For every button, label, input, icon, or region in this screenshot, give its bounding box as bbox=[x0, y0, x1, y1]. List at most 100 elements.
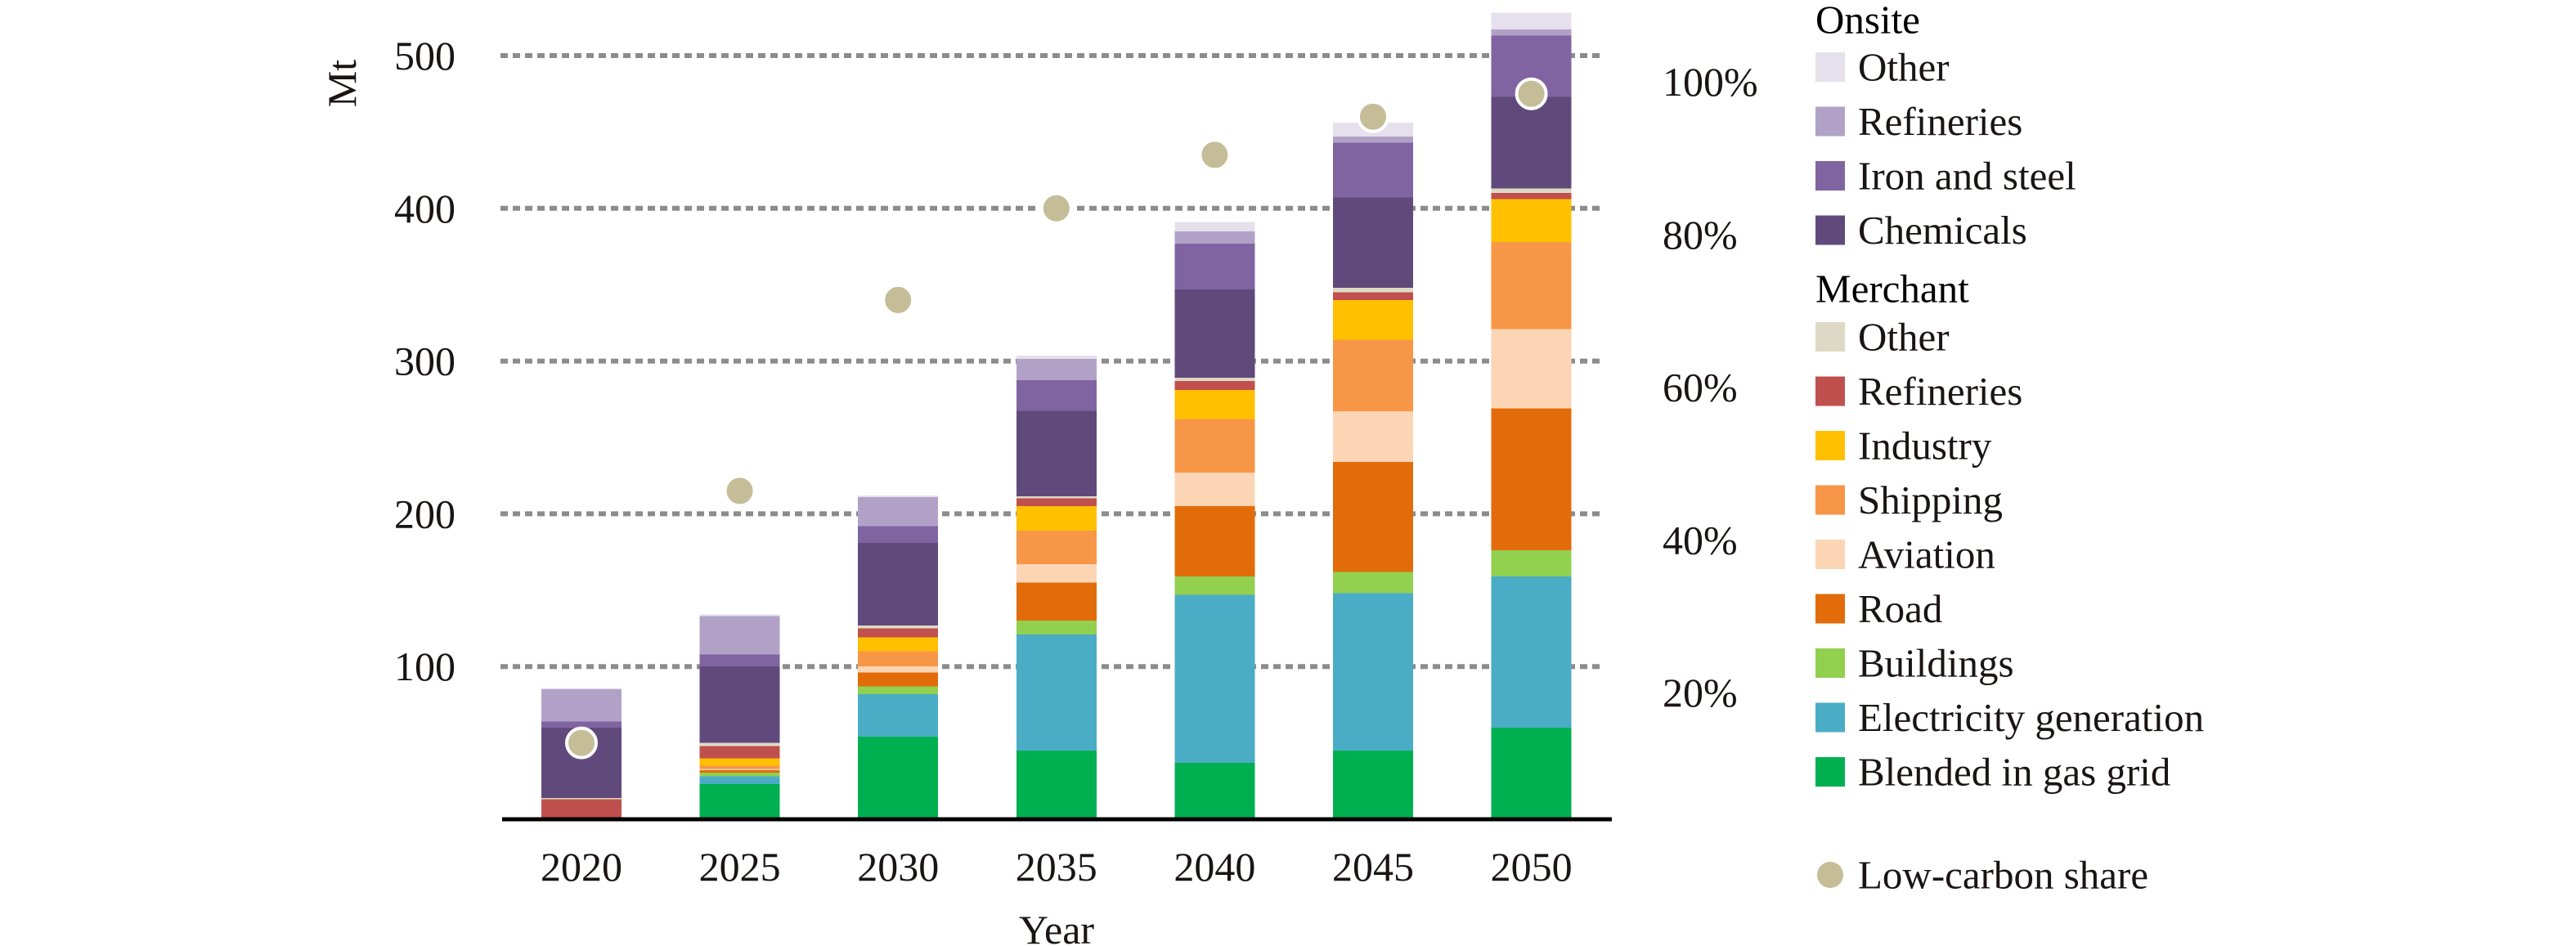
y-tick-label: 400 bbox=[394, 186, 456, 231]
legend-label: Refineries bbox=[1858, 369, 2022, 414]
legend-label: Other bbox=[1858, 45, 1950, 90]
bar-segment-merchant_refineries bbox=[1491, 193, 1572, 200]
legend-swatch bbox=[1815, 594, 1845, 624]
legend-label: Electricity generation bbox=[1858, 695, 2204, 740]
bar-segment-buildings bbox=[1491, 550, 1572, 576]
bar-2040 bbox=[1174, 222, 1255, 819]
x-tick-label: 2025 bbox=[699, 844, 781, 890]
legend-item: Chemicals bbox=[1815, 208, 2027, 253]
bar-segment-shipping bbox=[1174, 419, 1255, 473]
bar-segment-shipping bbox=[1016, 530, 1097, 565]
bar-segment-merchant_refineries bbox=[699, 746, 780, 759]
legend-item: Buildings bbox=[1815, 641, 2014, 686]
low-carbon-share-point bbox=[1515, 77, 1548, 110]
bar-segment-merchant_refineries bbox=[541, 799, 622, 819]
legend-label: Iron and steel bbox=[1858, 154, 2076, 199]
legend-swatch bbox=[1815, 540, 1845, 569]
low-carbon-share-point bbox=[565, 726, 598, 760]
bar-segment-road bbox=[1016, 582, 1097, 621]
legend-item: Other bbox=[1815, 315, 1950, 360]
legend-swatch bbox=[1815, 648, 1845, 678]
legend-label: Other bbox=[1858, 315, 1950, 360]
legend: Onsite Other Refineries Iron and steel Chem… bbox=[1815, 0, 2204, 898]
legend-swatch bbox=[1815, 702, 1845, 733]
legend-swatch bbox=[1815, 757, 1845, 787]
bar-segment-merchant_other bbox=[858, 625, 939, 629]
x-tick-label: 2045 bbox=[1332, 844, 1414, 890]
low-carbon-share-icon bbox=[1817, 862, 1843, 888]
bar-segment-industry bbox=[858, 637, 939, 652]
bar-segment-aviation bbox=[1016, 564, 1097, 583]
bar-segment-merchant_refineries bbox=[858, 628, 939, 638]
bar-segment-onsite_refineries bbox=[699, 616, 780, 655]
bar-segment-onsite_refineries bbox=[1016, 358, 1097, 380]
y-axis-ticks: 100 200 300 400 500 bbox=[394, 33, 456, 689]
bar-segment-buildings bbox=[1016, 621, 1097, 634]
bar-segment-electricity_generation bbox=[858, 693, 939, 738]
low-carbon-share-point bbox=[882, 283, 915, 316]
bar-segment-shipping bbox=[699, 765, 780, 769]
bar-segment-onsite_refineries bbox=[541, 689, 622, 722]
y2-tick-label: 60% bbox=[1663, 365, 1738, 410]
low-carbon-share-point bbox=[1357, 100, 1389, 133]
bar-segment-onsite_other bbox=[541, 688, 622, 690]
bar-segment-aviation bbox=[699, 769, 780, 771]
bar-segment-blended_gas_grid bbox=[1016, 750, 1097, 819]
y-tick-label: 300 bbox=[394, 338, 456, 384]
legend-label: Blended in gas grid bbox=[1858, 750, 2170, 795]
bar-segment-blended_gas_grid bbox=[1491, 727, 1572, 819]
bar-2025 bbox=[699, 614, 780, 819]
legend-swatch bbox=[1815, 161, 1845, 191]
legend-item: Industry bbox=[1815, 424, 1992, 469]
bar-segment-merchant_other bbox=[1174, 378, 1255, 381]
bar-segment-industry bbox=[1491, 199, 1572, 242]
legend-item: Road bbox=[1815, 586, 1942, 631]
legend-label: Buildings bbox=[1858, 641, 2014, 686]
bar-2050 bbox=[1491, 12, 1572, 819]
legend-merchant-header: Merchant bbox=[1815, 267, 1969, 312]
bar-segment-merchant_refineries bbox=[1016, 498, 1097, 507]
bar-segment-blended_gas_grid bbox=[699, 784, 780, 819]
x-tick-label: 2020 bbox=[541, 844, 622, 890]
bar-segment-onsite_other bbox=[858, 495, 939, 497]
bar-segment-onsite_refineries bbox=[1333, 137, 1413, 143]
bar-segment-road bbox=[1174, 506, 1255, 576]
bar-segment-shipping bbox=[1491, 241, 1572, 330]
y-axis-title: Mt bbox=[319, 60, 365, 107]
bar-segment-blended_gas_grid bbox=[1333, 750, 1413, 819]
legend-swatch bbox=[1815, 322, 1845, 352]
stacked-bars bbox=[541, 12, 1572, 819]
legend-item: Refineries bbox=[1815, 99, 2022, 144]
bar-segment-onsite_iron_steel bbox=[1333, 142, 1413, 198]
bar-segment-onsite_iron_steel bbox=[699, 654, 780, 667]
x-tick-label: 2050 bbox=[1491, 844, 1573, 890]
bar-segment-electricity_generation bbox=[699, 776, 780, 785]
bar-segment-merchant_other bbox=[1333, 287, 1413, 293]
legend-item: Other bbox=[1815, 45, 1950, 90]
legend-swatch bbox=[1815, 52, 1845, 82]
bar-segment-electricity_generation bbox=[1174, 594, 1255, 763]
bar-segment-onsite_chemicals bbox=[858, 542, 939, 625]
bar-segment-merchant_other bbox=[1016, 495, 1097, 499]
bar-segment-onsite_refineries bbox=[1174, 231, 1255, 244]
legend-onsite-header: Onsite bbox=[1815, 0, 1920, 43]
y2-tick-label: 100% bbox=[1663, 59, 1758, 105]
bar-segment-merchant_other bbox=[699, 742, 780, 746]
bar-segment-onsite_chemicals bbox=[1333, 197, 1413, 288]
bar-segment-onsite_chemicals bbox=[1016, 410, 1097, 496]
bar-segment-onsite_refineries bbox=[1491, 29, 1572, 36]
bar-segment-onsite_chemicals bbox=[1491, 96, 1572, 189]
bar-segment-aviation bbox=[858, 666, 939, 673]
bar-segment-onsite_iron_steel bbox=[541, 721, 622, 728]
legend-label: Refineries bbox=[1858, 99, 2022, 144]
bar-segment-merchant_other bbox=[1491, 188, 1572, 194]
bar-segment-industry bbox=[699, 758, 780, 766]
bar-segment-electricity_generation bbox=[1016, 634, 1097, 751]
legend-label: Chemicals bbox=[1858, 208, 2027, 253]
legend-swatch bbox=[1815, 376, 1845, 406]
legend-item: Refineries bbox=[1815, 369, 2022, 414]
bar-segment-industry bbox=[1016, 506, 1097, 531]
legend-merchant-items: Other Refineries Industry Shipping Aviation R… bbox=[1815, 315, 2204, 795]
low-carbon-share-point bbox=[1039, 191, 1073, 225]
